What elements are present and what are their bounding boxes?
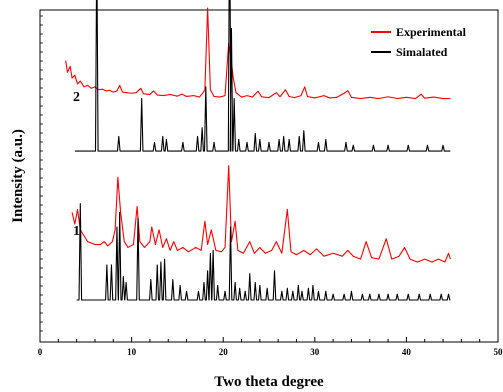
x-tick-label: 40 [402,347,412,357]
legend-label-experimental: Experimental [396,25,467,39]
simulated-series-1 [76,203,451,301]
pattern-label-1: 1 [73,224,80,239]
simulated-series-2 [74,0,451,152]
plot-frame [39,9,499,343]
y-axis-title: Intensity (a.u.) [10,129,26,223]
series-layer [65,0,451,301]
x-tick-label: 10 [127,347,137,357]
x-axis-title: Two theta degree [214,374,324,390]
x-tick-label: 30 [310,347,320,357]
x-axis-tick-labels: 0 10 20 30 40 50 [38,347,503,357]
legend: Experimental Simalated [371,25,467,59]
x-tick-label: 50 [494,347,503,357]
x-tick-label: 0 [38,347,43,357]
y-axis-minor-ticks [40,15,43,332]
x-tick-label: 20 [219,347,229,357]
x-axis-ticks [39,337,499,342]
experimental-series-1 [71,165,451,263]
legend-label-simulated: Simalated [396,45,448,59]
experimental-series-2 [65,7,451,100]
pattern-label-2: 2 [73,90,80,105]
